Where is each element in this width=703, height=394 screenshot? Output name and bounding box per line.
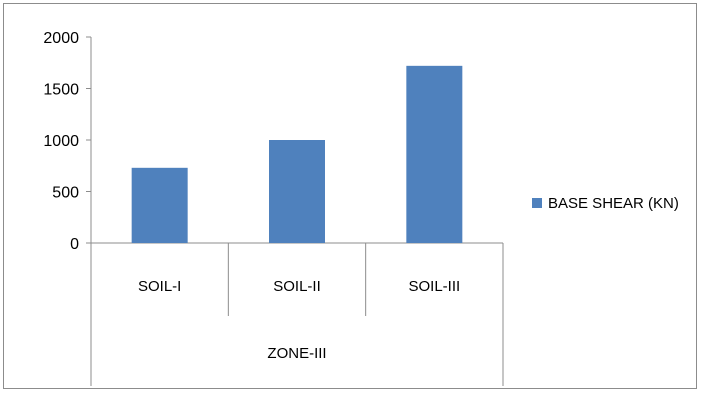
legend-label: BASE SHEAR (KN) xyxy=(548,195,679,212)
bar-soil-iii xyxy=(406,65,463,243)
x-tick-label: SOIL-II xyxy=(273,278,321,295)
y-tick-label: 500 xyxy=(52,185,79,202)
legend: BASE SHEAR (KN) xyxy=(532,195,679,212)
x-tick-label: SOIL-I xyxy=(138,278,181,295)
bar-soil-i xyxy=(131,167,188,243)
y-tick-label: 2000 xyxy=(43,30,79,47)
bars xyxy=(131,65,463,243)
bar-soil-ii xyxy=(269,140,325,243)
y-axis-ticks: 0 500 1000 1500 2000 xyxy=(43,30,91,253)
y-tick-label: 1000 xyxy=(43,133,79,150)
chart-frame xyxy=(3,3,697,389)
legend-swatch xyxy=(532,198,542,208)
x-axis-labels: SOIL-I SOIL-II SOIL-III xyxy=(138,278,460,295)
group-label: ZONE-III xyxy=(267,345,326,362)
y-tick-label: 1500 xyxy=(43,82,79,99)
x-tick-label: SOIL-III xyxy=(408,278,460,295)
y-tick-label: 0 xyxy=(70,236,79,253)
